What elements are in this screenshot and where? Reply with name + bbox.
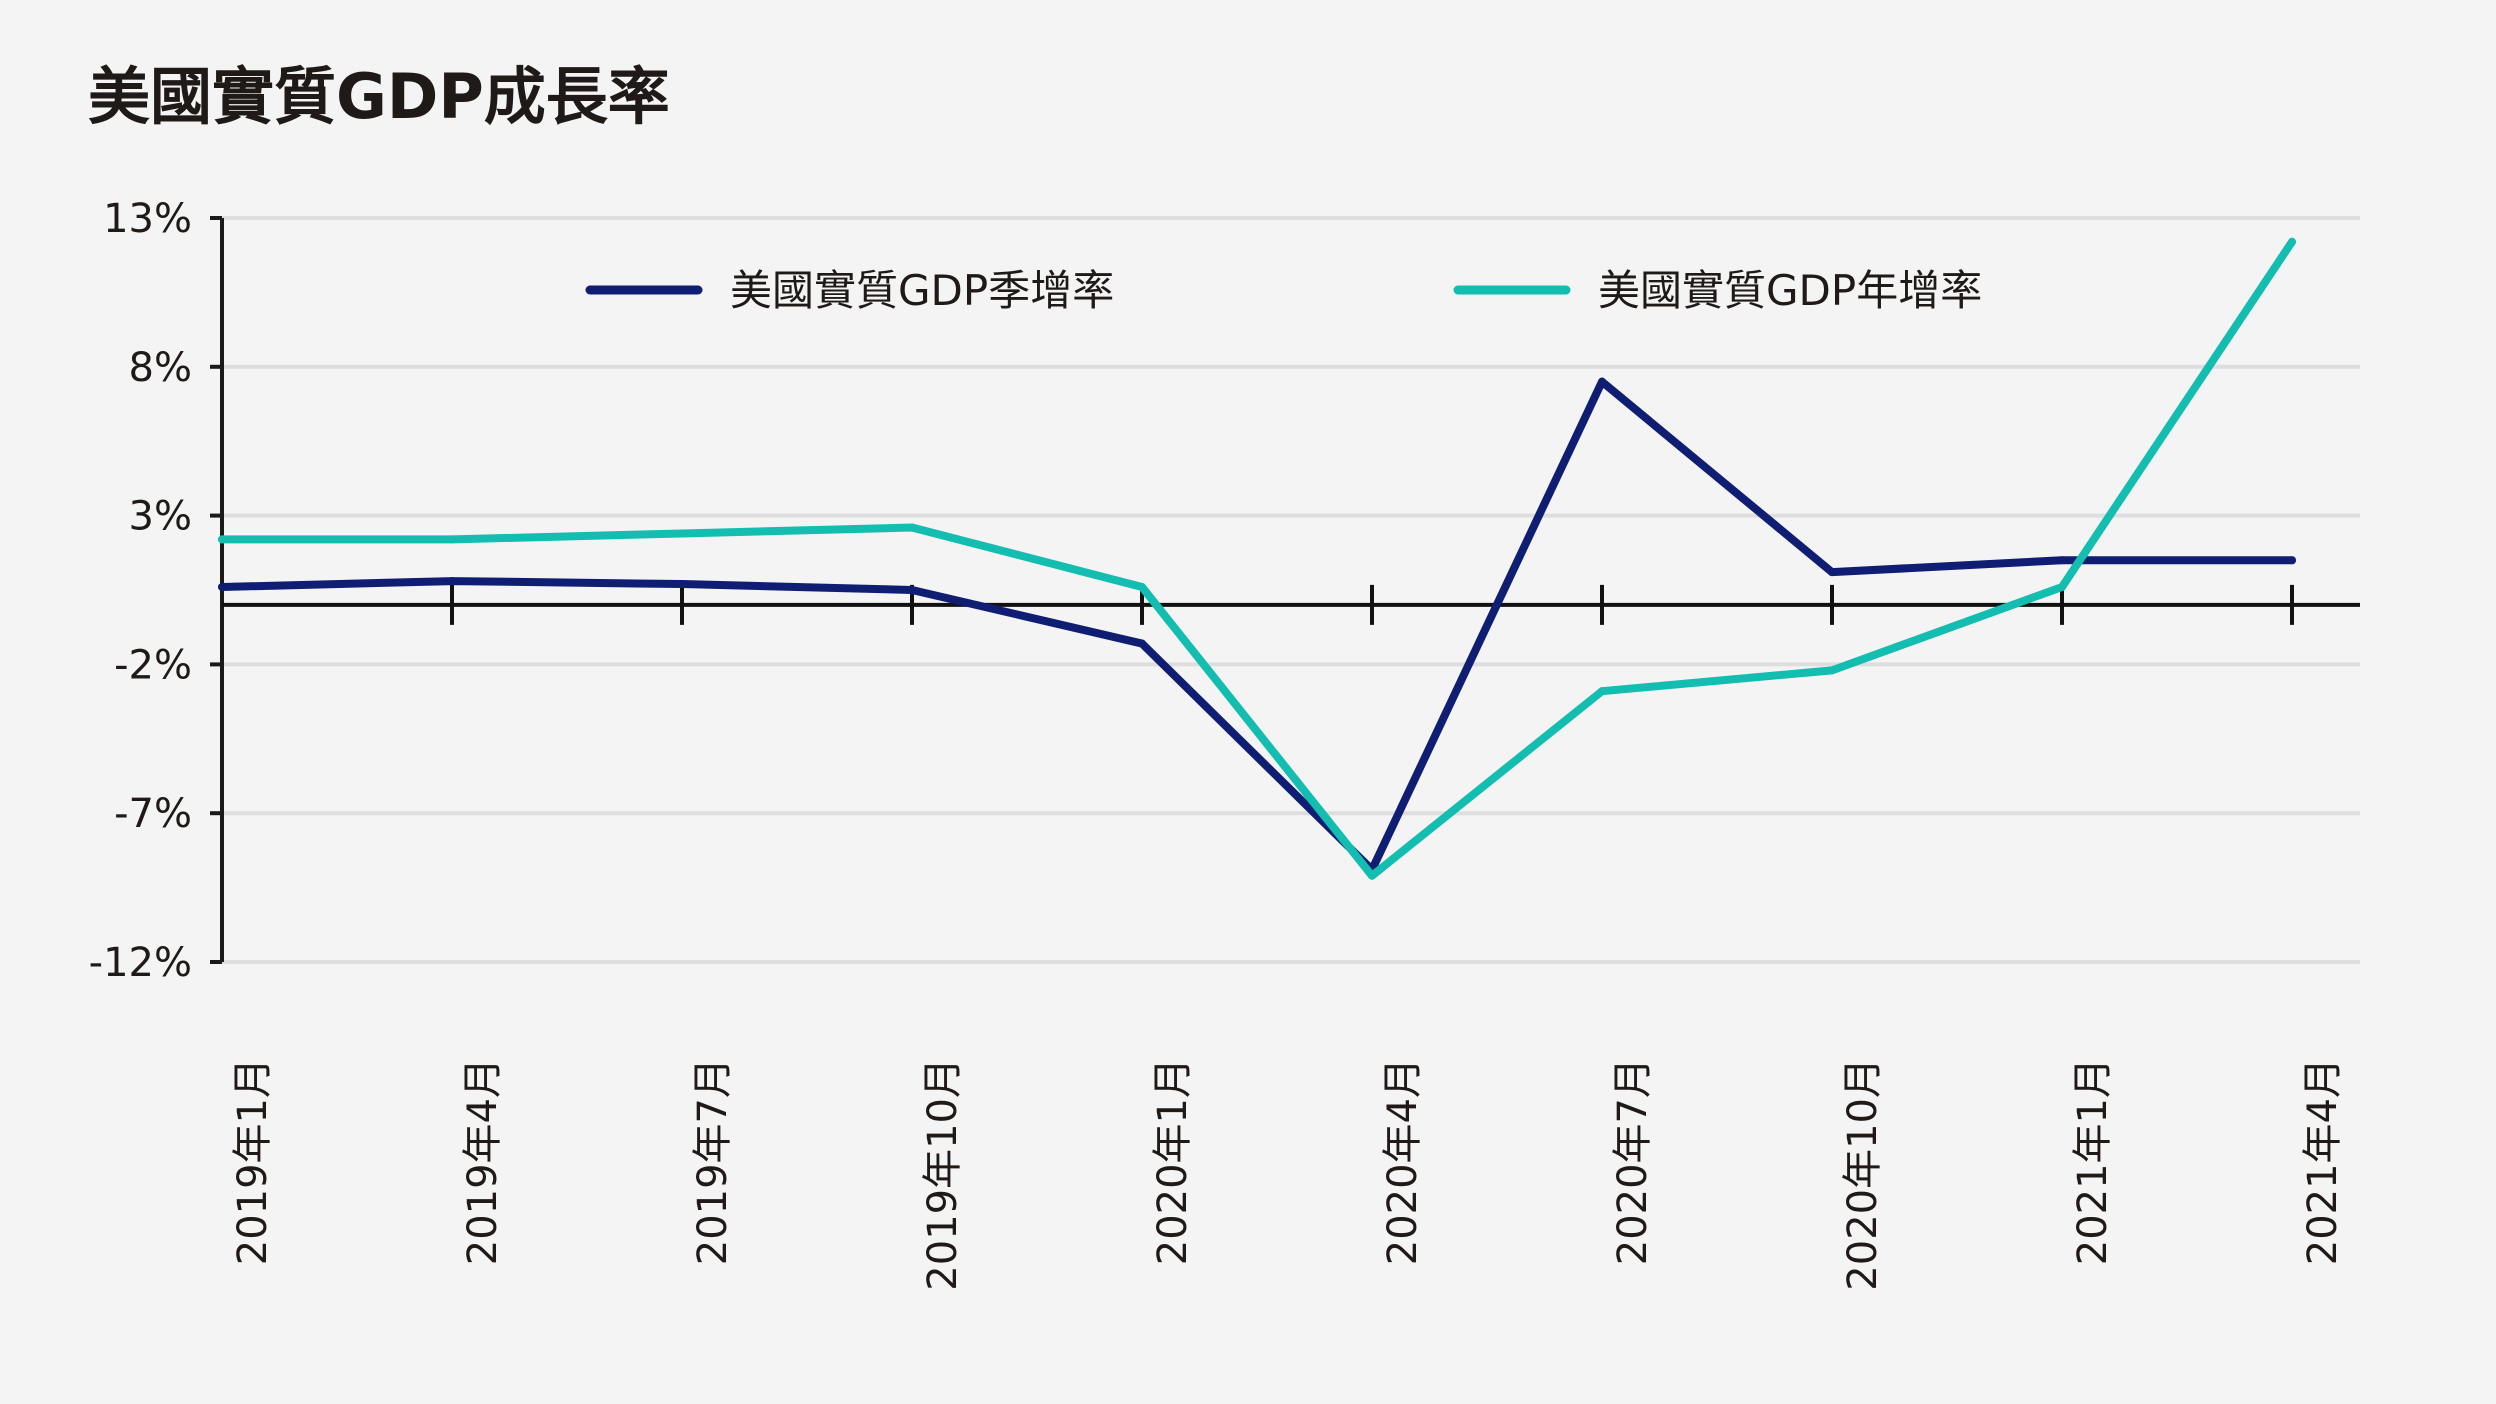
data-point — [678, 529, 686, 538]
x-tick-label: 2020年10月 — [1840, 1058, 1886, 1291]
x-tick-label: 2020年1月 — [1150, 1058, 1196, 1265]
y-tick-label: -12% — [89, 940, 192, 986]
x-tick-label: 2020年7月 — [1610, 1058, 1656, 1265]
data-point — [1828, 666, 1836, 675]
data-point — [2058, 556, 2066, 565]
series-lines — [218, 237, 2296, 880]
data-point — [1598, 377, 1606, 386]
legend: 美國實質GDP季增率 美國實質GDP年增率 — [585, 266, 1982, 315]
data-point — [1368, 871, 1376, 880]
data-point — [218, 583, 226, 592]
y-tick-label: -7% — [114, 791, 192, 837]
data-point — [2058, 583, 2066, 592]
data-point — [218, 535, 226, 544]
series-line-2 — [218, 237, 2296, 880]
x-tick-label: 2019年10月 — [920, 1058, 966, 1291]
legend-label: 美國實質GDP年增率 — [1598, 266, 1982, 315]
y-tick-label: 8% — [129, 345, 192, 391]
gridlines — [222, 216, 2360, 964]
x-tick-label: 2019年7月 — [690, 1058, 736, 1265]
y-tick-label: -2% — [114, 642, 192, 688]
x-tick-label: 2019年1月 — [230, 1058, 276, 1265]
x-tick-label: 2019年4月 — [460, 1058, 506, 1265]
data-point — [448, 535, 456, 544]
data-point — [908, 523, 916, 532]
x-tick-label: 2021年1月 — [2070, 1058, 2116, 1265]
data-point — [908, 586, 916, 594]
data-point — [1138, 583, 1146, 592]
axes: 13% 8% 3% -2% -7% -12% 2019年1月 2019年4月 2019年7月 20… — [89, 196, 2360, 1291]
data-point — [1828, 568, 1836, 577]
chart-title: 美國實質GDP成長率 — [88, 60, 670, 133]
y-tick-label: 3% — [129, 494, 192, 540]
legend-label: 美國實質GDP季增率 — [730, 266, 1114, 315]
data-point — [448, 577, 456, 586]
data-point — [2288, 556, 2296, 565]
data-point — [1138, 639, 1146, 648]
data-point — [1598, 687, 1606, 696]
series-line-1 — [218, 377, 2296, 874]
data-point — [678, 580, 686, 589]
data-point — [2288, 237, 2296, 246]
x-tick-label: 2020年4月 — [1380, 1058, 1426, 1265]
y-tick-label: 13% — [103, 196, 192, 242]
x-tick-label: 2021年4月 — [2300, 1058, 2346, 1265]
